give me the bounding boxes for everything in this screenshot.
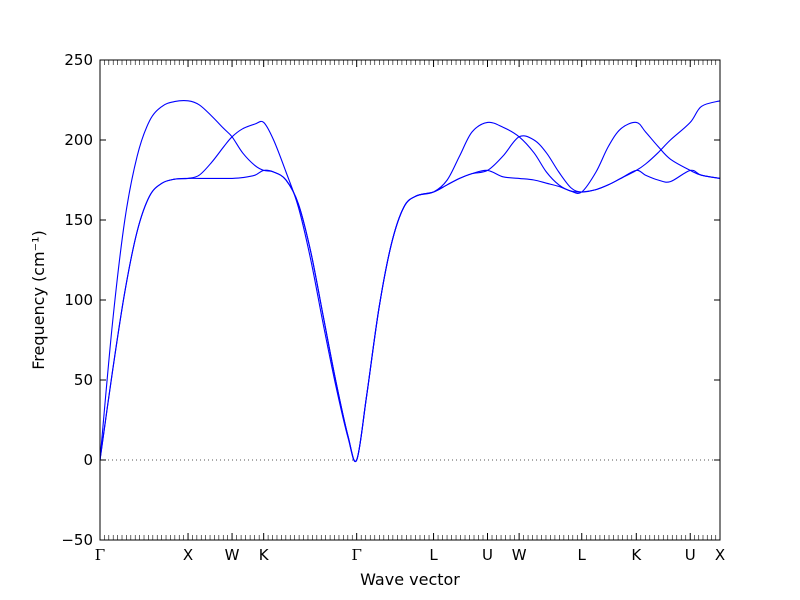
x-tick-label: X bbox=[715, 546, 725, 564]
x-tick-label: U bbox=[482, 546, 493, 564]
tick-label-layer: −50 0 50 100 150 200 250 Γ X W K Γ L U W L K U X bbox=[61, 51, 725, 564]
x-tick-label: K bbox=[259, 546, 270, 564]
x-tick-label: X bbox=[183, 546, 193, 564]
y-tick-label: 0 bbox=[83, 451, 93, 469]
x-tick-label: W bbox=[512, 546, 527, 564]
x-tick-label: K bbox=[631, 546, 642, 564]
y-axis-label: Frequency (cm⁻¹) bbox=[29, 230, 48, 369]
y-tick-label: −50 bbox=[61, 531, 93, 549]
phonon-branch-3 bbox=[99, 100, 721, 462]
y-tick-label: 200 bbox=[64, 131, 93, 149]
y-tick-label: 100 bbox=[64, 291, 93, 309]
plot-frame bbox=[99, 59, 721, 541]
y-tick-label: 50 bbox=[74, 371, 93, 389]
x-tick-label: L bbox=[429, 546, 438, 564]
series-layer bbox=[99, 100, 721, 463]
x-tick-label: U bbox=[685, 546, 696, 564]
phonon-branch-1 bbox=[99, 169, 721, 462]
phonon-branch-2 bbox=[99, 120, 721, 463]
y-tick-label: 250 bbox=[64, 51, 93, 69]
x-tick-label: Γ bbox=[95, 546, 105, 564]
tick-layer bbox=[99, 59, 721, 541]
y-tick-label: 150 bbox=[64, 211, 93, 229]
x-tick-label: W bbox=[225, 546, 240, 564]
x-tick-label: Γ bbox=[351, 546, 361, 564]
x-axis-label: Wave vector bbox=[360, 570, 460, 589]
x-tick-label: L bbox=[578, 546, 587, 564]
